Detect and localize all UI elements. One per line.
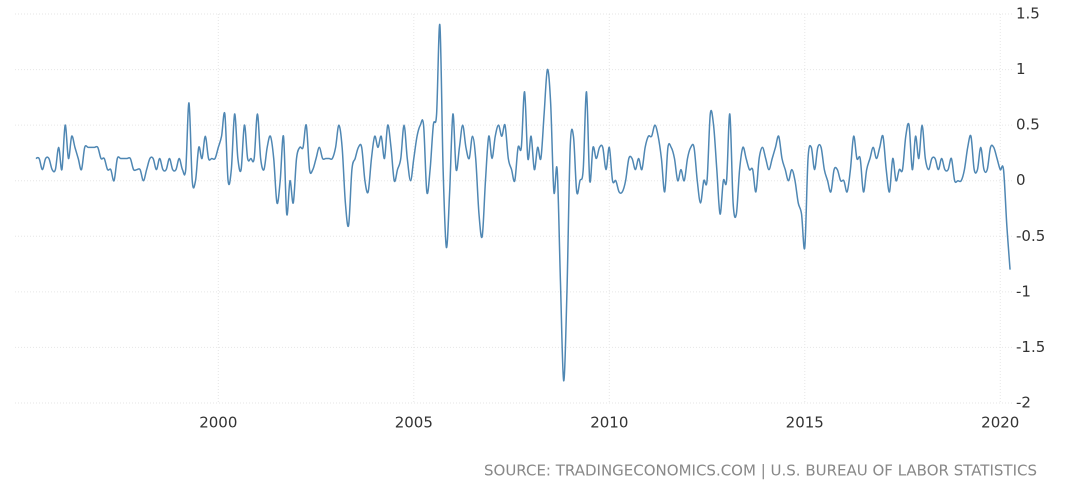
y-tick-label: 1 (1016, 60, 1026, 78)
x-tick-label: 2020 (981, 414, 1019, 432)
x-tick-label: 2005 (395, 414, 433, 432)
y-tick-label: -1 (1016, 282, 1031, 300)
y-tick-label: 0.5 (1016, 116, 1040, 134)
x-tick-label: 2010 (590, 414, 628, 432)
x-tick-label: 2000 (199, 414, 237, 432)
line (35, 23, 1011, 382)
y-tick-label: 0 (1016, 171, 1026, 189)
y-tick-label: -1.5 (1016, 338, 1045, 356)
y-tick-label: -0.5 (1016, 227, 1045, 245)
source: SOURCE: TRADINGECONOMICS.COM | U.S. BURE… (484, 462, 1037, 480)
x-tick-label: 2015 (786, 414, 824, 432)
y-tick-label: -2 (1016, 394, 1031, 412)
y-tick-label: 1.5 (1016, 5, 1040, 23)
